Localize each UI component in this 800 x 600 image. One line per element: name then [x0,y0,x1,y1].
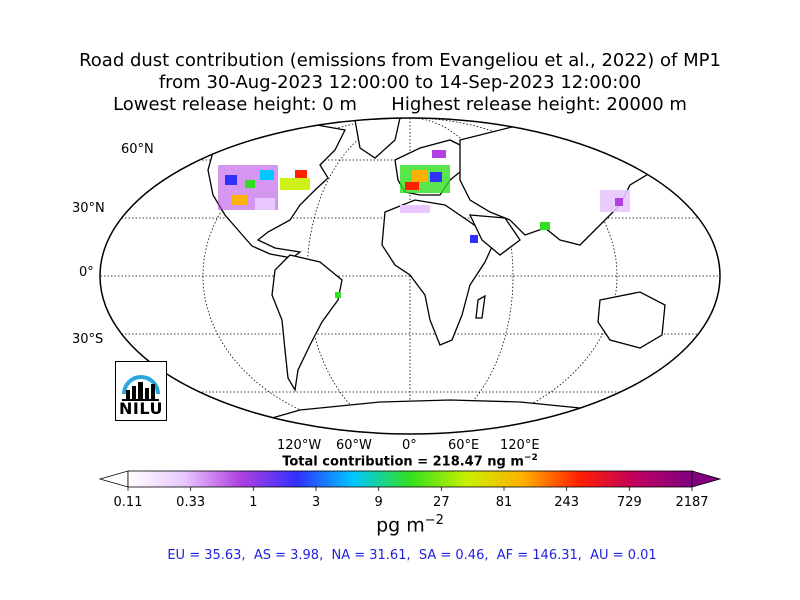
colorbar-tick-label: 81 [495,495,513,510]
lat-label-0: 0° [79,265,94,280]
lon-label-120w: 120°W [277,438,322,453]
title-line-3: Lowest release height: 0 m Highest relea… [113,94,687,115]
lon-label-120e: 120°E [500,438,540,453]
colorbar-unit-exponent: −2 [424,513,444,528]
colorbar-tick-label: 243 [554,495,580,510]
australia [597,291,666,349]
colorbar-tick-label: 0.11 [113,495,143,510]
total-contribution-exponent: −2 [523,453,538,463]
colorbar-unit: pg m−2 [0,513,800,536]
regional-totals: EU = 35.63, AS = 3.98, NA = 31.61, SA = … [167,548,657,563]
colorbar-tick-label: 0.33 [176,495,206,510]
lon-label-0: 0° [402,438,417,453]
colorbar [98,470,722,491]
map-boundary [99,117,721,435]
nilu-logo: NILU [115,361,167,421]
nilu-logo-text: NILU [119,399,163,418]
colorbar-tick-label: 1 [249,495,258,510]
title-line-2: from 30-Aug-2023 12:00:00 to 14-Sep-2023… [158,72,642,93]
colorbar-unit-text: pg m [376,514,425,537]
colorbar-tick-label: 27 [433,495,450,510]
colorbar-gradient [127,470,693,488]
colorbar-tick-label: 729 [616,495,642,510]
contribution-field [218,150,630,298]
colorbar-tick-label: 3 [311,495,321,510]
lat-label-30s: 30°S [72,332,104,347]
south-america [271,254,343,392]
total-contribution-text: Total contribution = 218.47 ng m [282,454,524,470]
colorbar-high-extend [691,470,722,488]
colorbar-tick-label: 9 [374,495,383,510]
colorbar-tick-label: 2187 [675,495,709,510]
total-contribution: Total contribution = 218.47 ng m−2 [0,453,800,469]
lat-label-60n: 60°N [121,142,154,157]
madagascar [475,294,486,319]
lon-label-60w: 60°W [336,438,372,453]
africa [381,199,496,346]
title-line-1: Road dust contribution (emissions from E… [79,50,721,71]
colorbar-low-extend [98,470,129,488]
lat-label-30n: 30°N [72,201,105,216]
lon-label-60e: 60°E [448,438,480,453]
arabia [468,214,521,256]
nilu-logo-icon [122,375,160,401]
